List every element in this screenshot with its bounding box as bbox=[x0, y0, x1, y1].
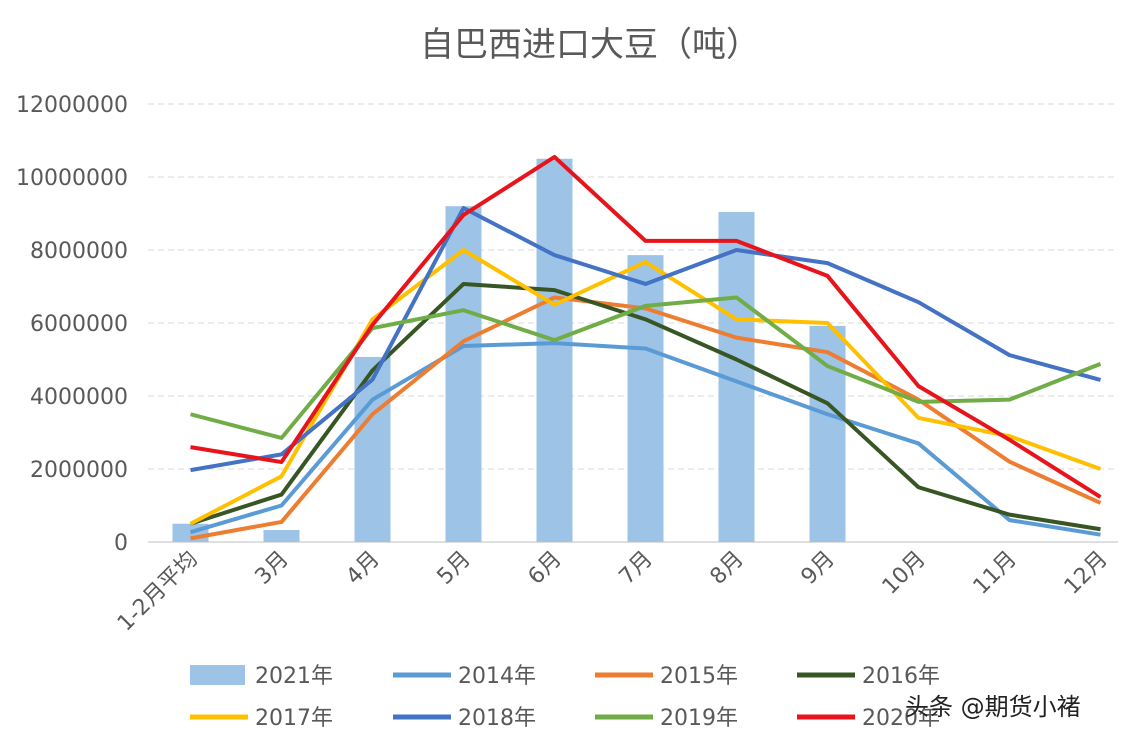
x-tick-label: 8月 bbox=[706, 547, 749, 590]
line-series-2015年 bbox=[190, 295, 1102, 541]
line-series-2020年 bbox=[190, 154, 1102, 499]
x-tick-label: 11月 bbox=[969, 547, 1022, 600]
y-tick-label: 8000000 bbox=[30, 239, 128, 264]
bar bbox=[445, 206, 482, 542]
x-tick-label: 7月 bbox=[615, 547, 658, 590]
x-tick-label: 10月 bbox=[878, 547, 931, 600]
x-axis-ticks: 1-2月平均 3月 4月 5月 6月 7月 8月 9月 10月 11月 12月 bbox=[113, 547, 1113, 637]
x-tick-label: 12月 bbox=[1060, 547, 1113, 600]
legend-label: 2019年 bbox=[660, 706, 738, 731]
y-tick-label: 4000000 bbox=[30, 385, 128, 410]
x-tick-label: 9月 bbox=[797, 547, 840, 590]
legend-label: 2021年 bbox=[255, 664, 333, 689]
x-tick-label: 5月 bbox=[433, 547, 476, 590]
line-series-2018年 bbox=[190, 206, 1102, 473]
legend-label: 2018年 bbox=[458, 706, 536, 731]
line-series-2019年 bbox=[189, 295, 1102, 440]
x-tick-label: 1-2月平均 bbox=[113, 547, 203, 637]
legend-label: 2015年 bbox=[660, 664, 738, 689]
line-series-2014年 bbox=[189, 341, 1101, 537]
y-tick-label: 2000000 bbox=[30, 458, 128, 483]
legend-swatch bbox=[190, 665, 245, 685]
bar bbox=[263, 529, 300, 542]
y-axis-ticks: 0 2000000 4000000 6000000 8000000 10000000 120… bbox=[16, 93, 128, 556]
bar bbox=[809, 325, 846, 542]
bars bbox=[172, 158, 846, 543]
x-tick-label: 4月 bbox=[342, 547, 385, 590]
y-tick-label: 6000000 bbox=[30, 312, 128, 337]
chart-title: 自巴西进口大豆（吨） bbox=[420, 25, 760, 65]
y-tick-label: 0 bbox=[114, 531, 128, 556]
x-tick-label: 6月 bbox=[524, 547, 567, 590]
legend-label: 2014年 bbox=[458, 664, 536, 689]
y-tick-label: 12000000 bbox=[16, 93, 128, 118]
legend-label: 2017年 bbox=[255, 706, 333, 731]
legend: 2021年 2014年 2015年 2016年 2017年 2018年 2019年 2020年 bbox=[190, 664, 940, 731]
y-tick-label: 10000000 bbox=[16, 166, 128, 191]
line-series-2016年 bbox=[189, 281, 1101, 532]
bar bbox=[536, 158, 573, 542]
legend-label: 2016年 bbox=[862, 664, 940, 689]
x-tick-label: 3月 bbox=[251, 547, 294, 590]
watermark: 头条 @期货小褚 bbox=[905, 693, 1081, 721]
lines bbox=[189, 154, 1102, 541]
bar bbox=[627, 255, 664, 543]
legend-label: 2020年 bbox=[862, 706, 940, 731]
